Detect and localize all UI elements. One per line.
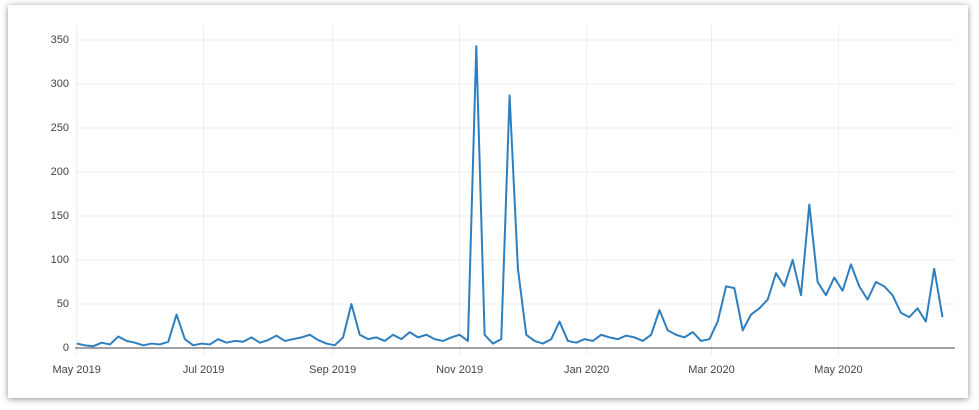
x-tick-label: Jan 2020 xyxy=(564,364,609,376)
data-line xyxy=(76,45,944,348)
y-tick-label: 50 xyxy=(57,298,69,310)
x-tick-label: Mar 2020 xyxy=(688,364,734,376)
x-tick-label: Sep 2019 xyxy=(309,364,356,376)
y-tick-label: 200 xyxy=(51,166,69,178)
x-tick-label: Jul 2019 xyxy=(183,364,225,376)
y-tick-label: 350 xyxy=(51,34,69,46)
x-tick-label: May 2019 xyxy=(53,364,101,376)
x-tick-label: Nov 2019 xyxy=(436,364,483,376)
chart-card xyxy=(8,5,968,398)
y-tick-label: 0 xyxy=(63,342,69,354)
y-tick-label: 150 xyxy=(51,210,69,222)
y-tick-label: 250 xyxy=(51,122,69,134)
x-tick-label: May 2020 xyxy=(814,364,862,376)
y-tick-label: 100 xyxy=(51,254,69,266)
y-tick-label: 300 xyxy=(51,78,69,90)
